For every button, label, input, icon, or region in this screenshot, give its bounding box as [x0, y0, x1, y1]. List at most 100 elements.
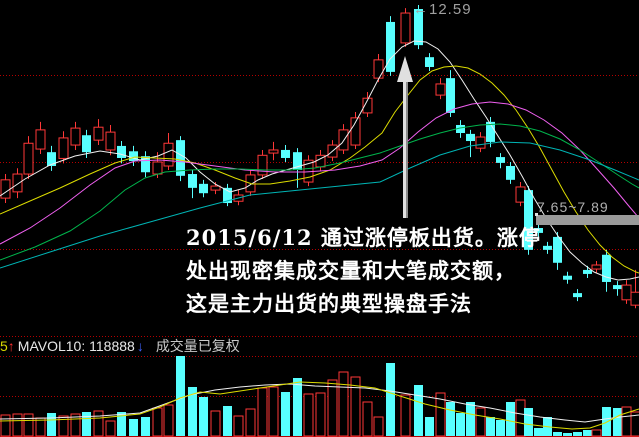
up-arrow-marker-head: [397, 56, 413, 82]
candle-up: [35, 129, 46, 150]
ma-green: [0, 123, 639, 261]
candle-down: [456, 124, 465, 134]
candle-down: [281, 149, 290, 158]
candle-up: [515, 186, 526, 203]
peak-price-value: 12.59: [429, 1, 472, 18]
candle-up: [12, 173, 23, 193]
volume-bar-down: [553, 432, 562, 436]
mavol5-value-tail: 5: [0, 337, 8, 354]
candle-up: [373, 59, 384, 79]
candle-down: [496, 157, 505, 163]
candle-down: [386, 21, 395, 72]
volume-bar-up: [0, 414, 11, 437]
volume-bar-down: [141, 417, 150, 436]
candle-up: [268, 149, 279, 154]
volume-bar-down: [613, 408, 622, 436]
ma-cyan: [0, 141, 639, 269]
candle-up: [152, 161, 163, 175]
candle-down: [602, 254, 611, 282]
candle-down: [176, 140, 185, 176]
band-left-dot: [535, 213, 538, 216]
candle-down: [188, 174, 197, 188]
volume-bar-down: [466, 402, 475, 436]
volume-indicator-header: 5 ↑ MAVOL10: 118888 ↓ 成交量已复权: [0, 337, 240, 354]
volume-bar-down: [414, 385, 423, 436]
candle-down: [613, 285, 622, 290]
volume-bar-down: [281, 392, 290, 436]
candle-up: [362, 97, 373, 114]
candle-down: [223, 187, 232, 204]
candle-down: [141, 156, 150, 173]
candle-up: [350, 117, 361, 146]
candle-up: [257, 154, 268, 176]
volume-bar-down: [446, 402, 455, 436]
price-range-band: [536, 215, 639, 225]
annotation-line-3: 这是主力出货的典型操盘手法: [186, 291, 472, 316]
candle-up: [23, 142, 34, 175]
candle-down: [524, 190, 533, 250]
volume-bar-down: [176, 356, 185, 436]
volume-bar-up: [12, 413, 23, 437]
volume-bar-down: [573, 432, 582, 436]
volume-bar-up: [362, 401, 373, 437]
candle-down: [563, 275, 572, 280]
volume-bar-up: [515, 399, 526, 437]
candle-up: [621, 284, 632, 301]
candle-up: [475, 136, 486, 149]
volume-bar-up: [315, 392, 326, 437]
volume-bar-down: [223, 406, 232, 436]
candle-up: [93, 126, 104, 141]
volume-bar-up: [400, 394, 411, 437]
candle-up: [58, 137, 69, 159]
ma-white: [0, 40, 639, 281]
volume-bar-up: [152, 407, 163, 437]
candle-down: [199, 183, 208, 194]
volume-bar-down: [199, 397, 208, 436]
mavol10-label[interactable]: MAVOL10: 118888: [17, 337, 135, 354]
candle-down: [583, 269, 592, 274]
candle-up: [400, 12, 411, 44]
volume-bar-up: [630, 411, 639, 437]
volume-bar-down: [456, 413, 465, 436]
volume-bar-down: [293, 378, 302, 436]
candle-up: [210, 185, 221, 191]
volume-bar-up: [475, 407, 486, 437]
candle-down: [425, 57, 434, 67]
volume-bar-up: [233, 415, 244, 437]
arrow-left-icon: ←: [413, 1, 429, 18]
volume-bar-down: [129, 419, 138, 436]
candle-down: [543, 245, 552, 250]
candle-down: [553, 236, 562, 263]
annotation-line-1: 2015/6/12 通过涨停板出货。涨停: [186, 225, 541, 250]
volume-bar-up: [435, 392, 446, 437]
ma-magenta: [0, 101, 639, 245]
volume-bar-down: [506, 402, 515, 436]
volume-bar-up: [327, 379, 338, 437]
volume-bar-down: [47, 413, 56, 436]
volume-bar-down: [602, 407, 611, 436]
price-range-label: 7.65~7.89: [537, 199, 609, 215]
volume-bar-down: [524, 408, 533, 436]
candle-up: [70, 127, 81, 146]
volume-bar-down: [188, 387, 197, 436]
vol-ma-yellow: [0, 381, 639, 430]
up-arrow-marker-shaft: [403, 82, 406, 218]
volume-bar-up: [105, 420, 116, 437]
candle-up: [591, 264, 602, 270]
volume-bar-down: [82, 412, 91, 436]
volume-bar-up: [245, 408, 256, 437]
candle-down: [534, 228, 543, 233]
volume-bar-down: [386, 363, 395, 436]
annotation-line-2: 处出现密集成交量和大笔成交额，: [186, 258, 516, 283]
volume-bar-up: [210, 410, 221, 437]
volume-bar-down: [425, 417, 434, 436]
volume-bar-up: [350, 376, 361, 437]
volume-bar-down: [583, 430, 592, 436]
candle-up: [0, 179, 11, 199]
candle-down: [293, 152, 302, 171]
volume-bar-up: [70, 413, 81, 437]
volume-bar-up: [268, 386, 279, 437]
candle-up: [435, 83, 446, 96]
